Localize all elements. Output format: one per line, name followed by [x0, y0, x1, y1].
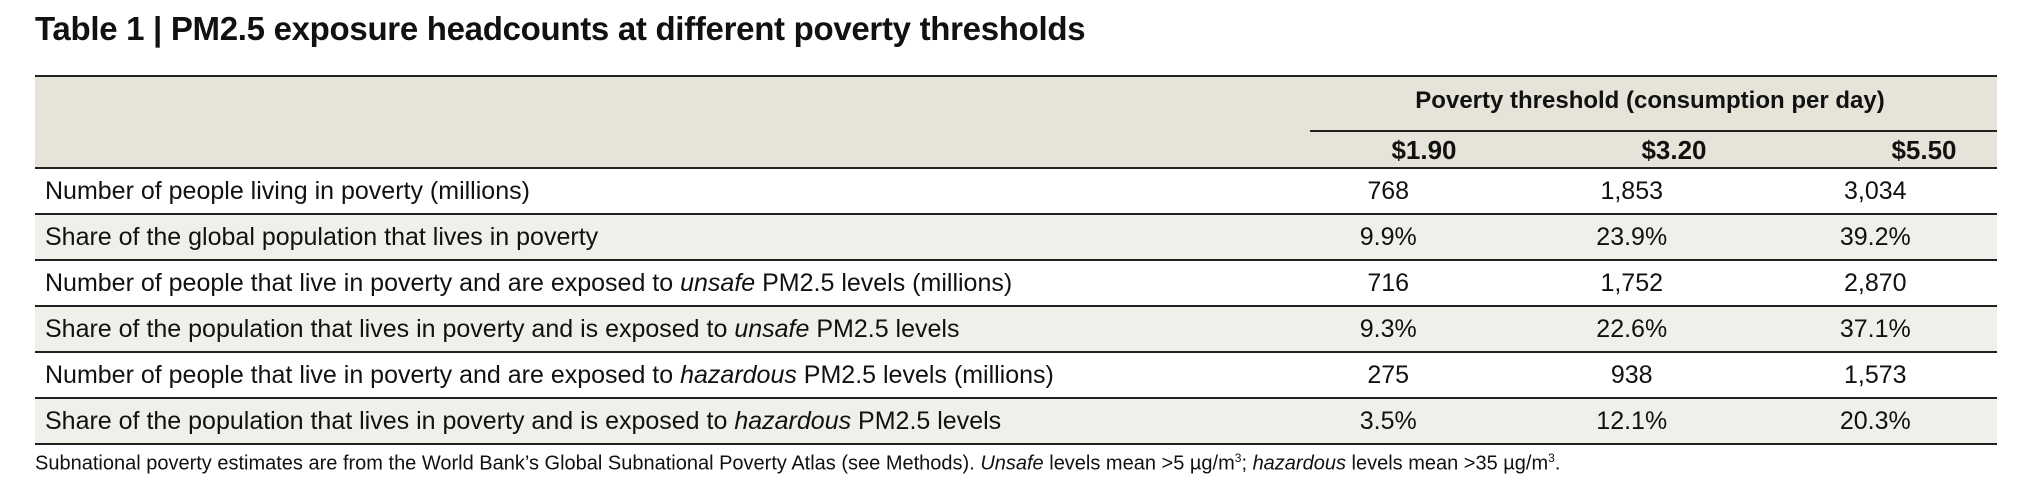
- cell-value: 9.9%: [1359, 222, 1417, 251]
- group-header: Poverty threshold (consumption per day): [1415, 87, 1885, 114]
- cell-value: 37.1%: [1839, 314, 1911, 343]
- row-label: Number of people that live in poverty an…: [45, 360, 1054, 389]
- column-header: $3.20: [1641, 135, 1707, 165]
- cell-value: 275: [1367, 360, 1410, 389]
- table-body: Number of people living in poverty (mill…: [35, 167, 1997, 445]
- cell-value: 39.2%: [1839, 222, 1911, 251]
- cell-value: 768: [1367, 176, 1410, 205]
- cell-value: 12.1%: [1596, 406, 1668, 435]
- column-header: $5.50: [1891, 135, 1957, 165]
- table-header: Poverty threshold (consumption per day) …: [35, 77, 1997, 167]
- table-row: Share of the population that lives in po…: [35, 397, 1997, 443]
- cell-value: 20.3%: [1839, 406, 1911, 435]
- cell-value: 3.5%: [1359, 406, 1417, 435]
- cell-value: 22.6%: [1596, 314, 1668, 343]
- cell-value: 1,573: [1843, 360, 1907, 389]
- cell-value: 3,034: [1843, 176, 1907, 205]
- row-label: Share of the population that lives in po…: [45, 406, 1002, 435]
- cell-value: 1,752: [1600, 268, 1664, 297]
- row-label: Share of the global population that live…: [45, 222, 599, 251]
- table-row: Share of the population that lives in po…: [35, 305, 1997, 351]
- table-title: Table 1 | PM2.5 exposure headcounts at d…: [35, 10, 1086, 47]
- cell-value: 9.3%: [1359, 314, 1417, 343]
- row-label: Share of the population that lives in po…: [45, 314, 960, 343]
- cell-value: 2,870: [1843, 268, 1907, 297]
- cell-value: 1,853: [1600, 176, 1664, 205]
- cell-value: 23.9%: [1596, 222, 1668, 251]
- table-row: Number of people that live in poverty an…: [35, 351, 1997, 397]
- cell-value: 938: [1610, 360, 1653, 389]
- row-label: Number of people living in poverty (mill…: [45, 176, 530, 205]
- table-row: Share of the global population that live…: [35, 213, 1997, 259]
- data-table: Poverty threshold (consumption per day) …: [35, 75, 1997, 445]
- row-label: Number of people that live in poverty an…: [45, 268, 1013, 297]
- table-row: Number of people that live in poverty an…: [35, 259, 1997, 305]
- table-row: Number of people living in poverty (mill…: [35, 167, 1997, 213]
- column-header: $1.90: [1391, 135, 1457, 165]
- table-footnote: Subnational poverty estimates are from t…: [35, 451, 1561, 475]
- group-header-rule: [1310, 130, 1997, 132]
- cell-value: 716: [1367, 268, 1410, 297]
